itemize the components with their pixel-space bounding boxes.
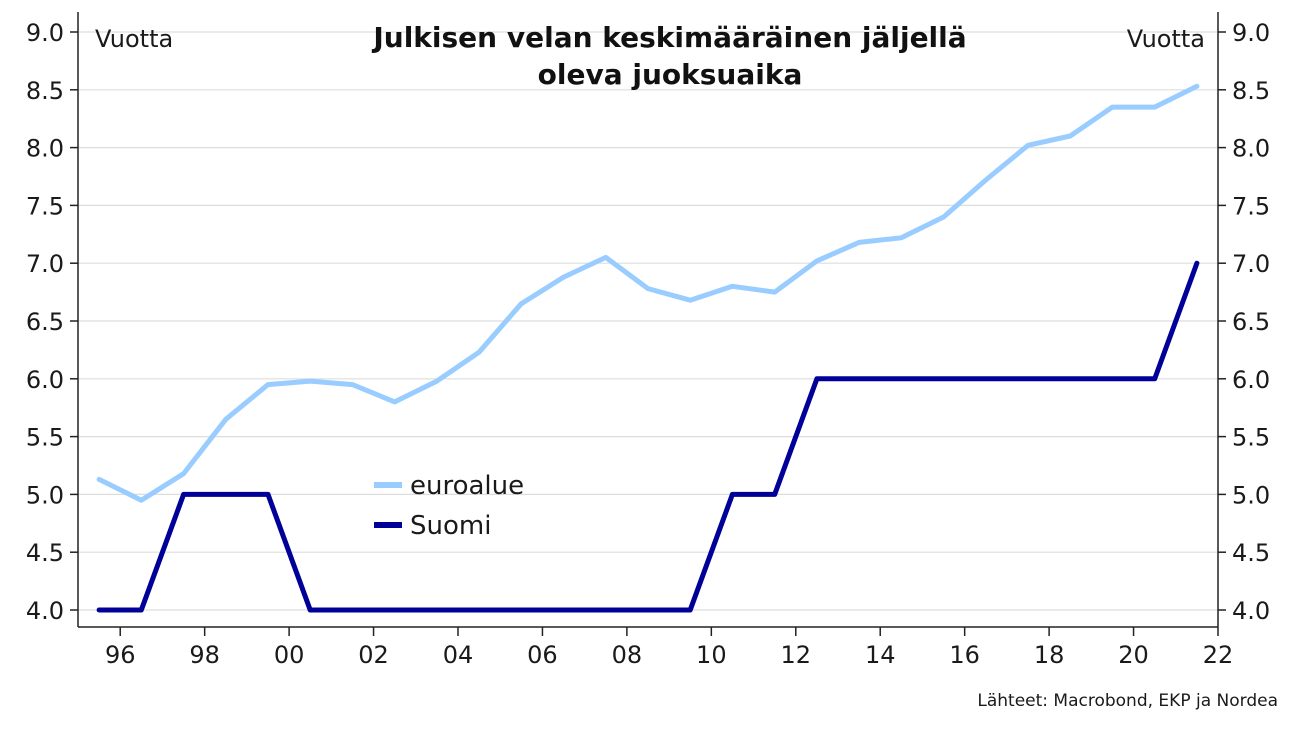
x-tick-label: 14	[865, 641, 896, 669]
y-tick-label-right: 7.5	[1232, 192, 1270, 220]
y-tick-label-left: 7.0	[26, 250, 64, 278]
x-tick-label: 04	[443, 641, 474, 669]
chart-title-line-2: oleva juoksuaika	[538, 58, 803, 91]
series-line-euroalue	[96, 83, 1200, 503]
legend-label-suomi: Suomi	[410, 511, 491, 541]
x-tick-label: 20	[1118, 641, 1149, 669]
y-tick-label-right: 5.0	[1232, 481, 1270, 509]
grid	[78, 31, 1218, 611]
y-tick-label-left: 4.0	[26, 597, 64, 625]
y-tick-label-right: 5.5	[1232, 424, 1270, 452]
x-tick-label: 02	[358, 641, 389, 669]
y-tick-label-left: 7.5	[26, 192, 64, 220]
x-tick-label: 06	[527, 641, 558, 669]
y-tick-label-right: 8.5	[1232, 77, 1270, 105]
axes	[77, 12, 1219, 628]
legend: euroalue Suomi	[374, 471, 524, 541]
y-tick-label-left: 5.5	[26, 424, 64, 452]
x-tick-label: 00	[274, 641, 305, 669]
y-tick-label-left: 4.5	[26, 539, 64, 567]
x-tick-label: 98	[189, 641, 220, 669]
y-tick-label-right: 4.5	[1232, 539, 1270, 567]
y-tick-label-right: 6.0	[1232, 366, 1270, 394]
y-tick-label-right: 9.0	[1232, 19, 1270, 47]
y-axis-unit-left: Vuotta	[95, 25, 173, 53]
y-ticks-right: 4.0 4.5 5.0 5.5 6.0 6.5 7.0 7.5 8.0 8.5 9.0	[1218, 19, 1270, 625]
x-tick-label: 22	[1203, 641, 1234, 669]
y-tick-label-right: 6.5	[1232, 308, 1270, 336]
series-lines	[96, 83, 1200, 613]
y-tick-label-left: 6.5	[26, 308, 64, 336]
x-tick-label: 18	[1034, 641, 1065, 669]
x-tick-label: 08	[612, 641, 643, 669]
x-tick-label: 16	[949, 641, 980, 669]
y-tick-label-left: 5.0	[26, 481, 64, 509]
y-tick-label-left: 6.0	[26, 366, 64, 394]
y-axis-unit-right: Vuotta	[1127, 25, 1205, 53]
y-tick-label-left: 8.0	[26, 135, 64, 163]
y-tick-label-left: 8.5	[26, 77, 64, 105]
source-note: Lähteet: Macrobond, EKP ja Nordea	[977, 691, 1278, 711]
x-tick-label: 10	[696, 641, 727, 669]
y-tick-label-right: 7.0	[1232, 250, 1270, 278]
x-tick-label: 96	[105, 641, 136, 669]
y-tick-label-left: 9.0	[26, 19, 64, 47]
y-ticks-left: 4.0 4.5 5.0 5.5 6.0 6.5 7.0 7.5 8.0 8.5 9.0	[26, 19, 78, 625]
x-ticks: 96 98 00 02 04 06 08 10 12 14 16 18 20 22	[105, 627, 1233, 669]
y-tick-label-right: 8.0	[1232, 135, 1270, 163]
x-tick-label: 12	[781, 641, 812, 669]
chart-title-line-1: Julkisen velan keskimääräinen jäljellä	[371, 21, 966, 54]
y-tick-label-right: 4.0	[1232, 597, 1270, 625]
legend-label-euroalue: euroalue	[410, 471, 524, 501]
